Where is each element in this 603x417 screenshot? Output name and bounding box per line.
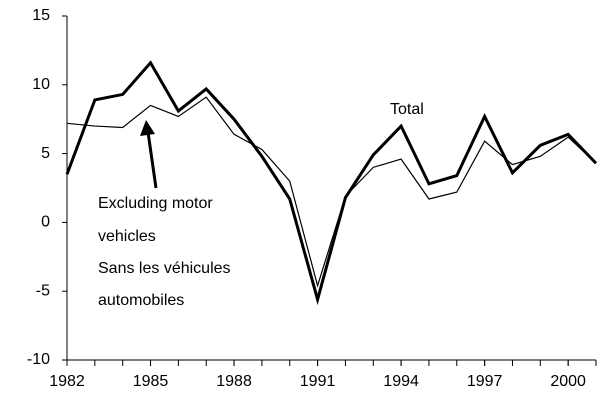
x-tick-label: 1991 <box>300 373 336 390</box>
arrow-head <box>140 120 155 136</box>
annotation: Excluding motor <box>98 195 213 212</box>
x-tick-label: 1994 <box>383 373 419 390</box>
annotation: automobiles <box>98 292 184 309</box>
annotation: Total <box>390 101 424 118</box>
y-tick-label: 5 <box>41 145 50 162</box>
x-tick-label: 1997 <box>467 373 503 390</box>
line-series <box>65 60 598 306</box>
y-tick-label: 10 <box>32 76 50 93</box>
x-tick-label: 1988 <box>216 373 252 390</box>
y-tick-label: -5 <box>36 282 50 299</box>
x-tick-label: 1982 <box>49 373 85 390</box>
x-tick-label: 1985 <box>133 373 169 390</box>
annotation: vehicles <box>98 228 156 245</box>
y-tick-label: -10 <box>27 351 50 368</box>
y-tick-label: 0 <box>41 214 50 231</box>
arrow <box>146 131 158 189</box>
line-series <box>66 96 597 288</box>
annotation: Sans les véhicules <box>98 260 231 277</box>
y-tick-label: 15 <box>32 7 50 24</box>
x-tick-label: 2000 <box>550 373 586 390</box>
